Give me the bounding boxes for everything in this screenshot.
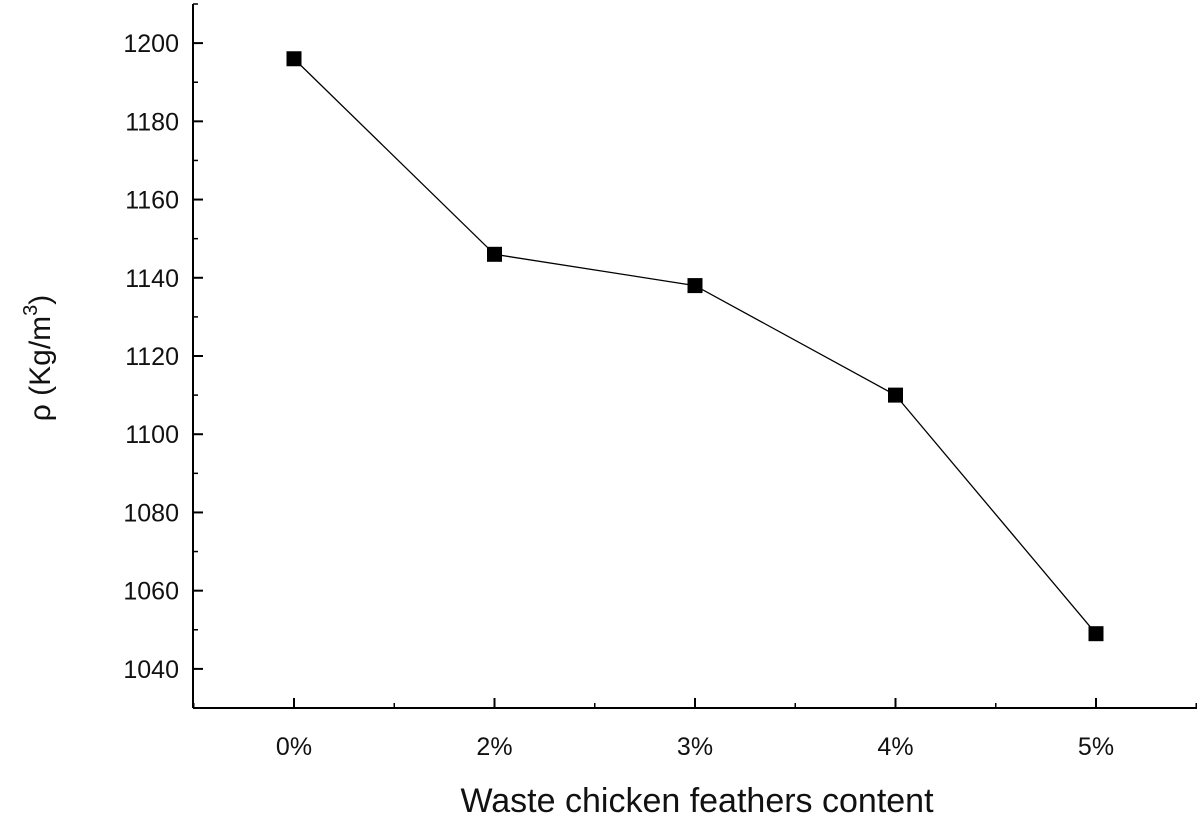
y-tick-label: 1180 [125, 108, 179, 136]
x-tick-label: 4% [877, 733, 913, 761]
x-tick-label: 2% [476, 733, 512, 761]
y-axis-title-main: ρ (Kg/m [24, 316, 57, 421]
y-tick-label: 1100 [125, 421, 179, 449]
y-tick-label: 1040 [123, 656, 179, 684]
series-layer [286, 51, 1104, 642]
y-tick-label: 1120 [125, 343, 179, 371]
x-axis-title: Waste chicken feathers content [460, 782, 934, 818]
axes [192, 4, 1197, 709]
series-line [293, 58, 1097, 635]
y-tick-label: 1080 [123, 499, 179, 527]
y-tick-label: 1160 [125, 187, 179, 215]
y-axis-title: ρ (Kg/m3) [20, 295, 57, 422]
data-point [1088, 626, 1104, 642]
y-tick-label: 1140 [125, 265, 179, 293]
data-point [487, 246, 502, 262]
data-point [286, 51, 302, 67]
y-axis-title-close: ) [24, 295, 57, 305]
x-tick-label: 3% [677, 733, 713, 761]
x-tick-label: 5% [1078, 733, 1114, 761]
x-tick-label: 0% [276, 733, 312, 761]
x-ticks: 0% 2% 3% 4% 5% [193, 698, 1197, 761]
y-tick-label: 1060 [123, 578, 179, 606]
data-point [687, 278, 703, 294]
y-axis-title-superscript: 3 [20, 305, 42, 316]
y-tick-label: 1200 [123, 30, 179, 58]
data-point [888, 387, 903, 403]
y-ticks: 1040 1060 1080 1100 1120 1140 1160 1180 1200 [123, 3, 203, 709]
